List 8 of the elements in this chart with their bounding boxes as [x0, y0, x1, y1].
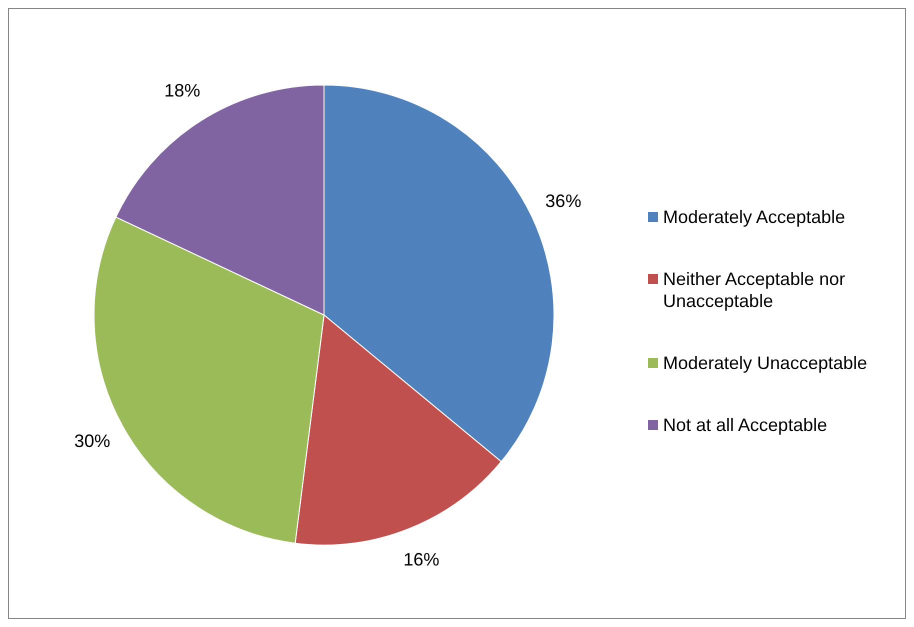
- data-label: 36%: [545, 191, 582, 212]
- data-label: 16%: [403, 550, 440, 570]
- legend-label: Not at all Acceptable: [663, 414, 828, 435]
- legend-label: Neither Acceptable nor Unacceptable: [663, 268, 846, 311]
- data-label: 30%: [74, 431, 110, 452]
- data-label: 18%: [164, 80, 200, 100]
- legend-label: Moderately Unacceptable: [663, 352, 868, 373]
- legend-label: Moderately Acceptable: [663, 206, 846, 227]
